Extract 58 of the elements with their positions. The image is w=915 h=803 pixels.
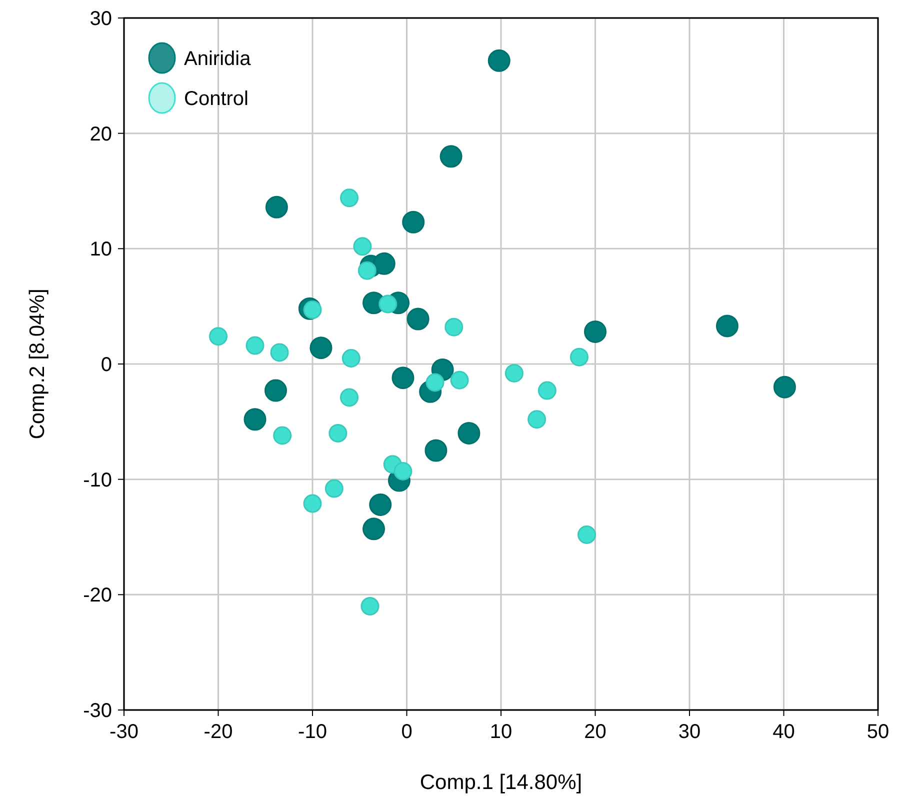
y-tick-label: -10	[83, 469, 112, 492]
point	[394, 462, 412, 481]
point	[570, 348, 588, 366]
point	[538, 381, 556, 400]
y-axis-title: Comp.2 [8.04%]	[26, 288, 49, 440]
point	[369, 493, 392, 516]
point	[273, 426, 292, 445]
point	[303, 494, 322, 513]
point	[584, 320, 606, 343]
point	[360, 596, 380, 616]
point	[342, 348, 360, 368]
point	[209, 327, 228, 346]
x-tick-label: 10	[490, 721, 512, 743]
y-tick-label: 10	[90, 238, 112, 261]
point	[392, 366, 414, 390]
point	[424, 439, 448, 462]
y-tick-label: 20	[90, 123, 112, 146]
point	[353, 237, 372, 256]
point	[340, 188, 359, 208]
point	[716, 314, 738, 338]
point	[440, 145, 462, 168]
x-tick-label: 40	[772, 721, 795, 743]
point	[310, 336, 332, 360]
legend-label: Aniridia	[184, 48, 252, 70]
point	[402, 210, 425, 234]
point	[504, 364, 524, 382]
point	[444, 318, 464, 336]
point	[488, 49, 510, 72]
legend-label: Control	[184, 88, 248, 110]
x-tick-label: 0	[401, 721, 412, 743]
point	[458, 422, 480, 444]
point	[362, 518, 386, 540]
y-tick-label: -30	[83, 700, 112, 722]
point	[372, 252, 396, 275]
x-axis-title: Comp.1 [14.80%]	[420, 771, 582, 794]
point	[578, 525, 596, 544]
point	[773, 376, 796, 398]
x-tick-label: -20	[204, 721, 233, 743]
point	[244, 408, 266, 431]
x-tick-label: -30	[110, 721, 138, 743]
point	[324, 479, 344, 498]
point	[265, 196, 288, 218]
point	[528, 410, 546, 429]
x-tick-label: 30	[678, 721, 701, 743]
x-tick-label: 20	[584, 721, 606, 743]
point	[328, 424, 348, 442]
y-tick-label: -20	[83, 584, 112, 607]
point	[246, 336, 264, 355]
point	[406, 308, 430, 330]
point	[270, 343, 289, 362]
point	[450, 370, 469, 390]
y-tick-label: 30	[90, 8, 112, 30]
point	[264, 379, 287, 402]
x-tick-label: 50	[866, 721, 890, 743]
y-tick-label: 0	[100, 354, 112, 376]
point	[378, 294, 398, 314]
x-tick-label: -10	[298, 721, 327, 743]
point	[340, 388, 359, 407]
